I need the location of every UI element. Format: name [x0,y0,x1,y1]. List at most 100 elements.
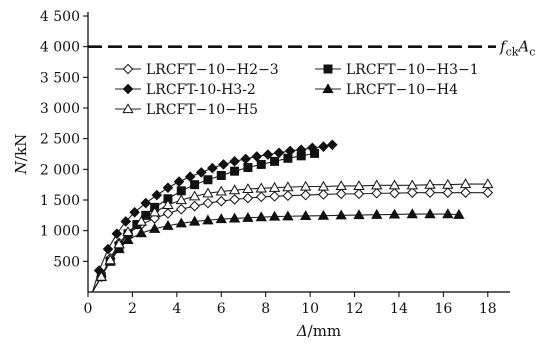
data-point [307,142,318,154]
data-point [406,208,418,219]
data-point [162,182,174,194]
data-point [255,182,267,193]
data-point [371,208,383,219]
data-point [228,212,241,223]
data-point [282,181,294,192]
data-point [300,189,311,201]
data-point [242,183,254,194]
data-point [284,145,296,157]
data-point [273,147,285,159]
legend-item: LRCFT−10−H5 [115,102,258,118]
data-point [173,176,185,187]
data-point [388,208,401,219]
legend-label: LRCFT-10-H3-2 [146,82,256,98]
data-point [318,141,329,152]
data-point [122,234,134,244]
data-point [228,184,241,195]
data-point [162,199,174,210]
series-3 [91,139,338,293]
data-point [135,215,147,226]
data-point [190,180,200,190]
data-point [317,180,330,191]
data-point [442,187,454,198]
y-tick-label: 500 [53,254,80,270]
legend-item: LRCFT−10−H3−1 [315,62,479,78]
data-point [327,139,338,151]
legend-label: LRCFT−10−H3−1 [346,62,479,78]
series-5 [91,178,494,293]
data-point [424,187,436,198]
legend-marker [323,64,333,74]
data-point [353,209,365,220]
data-point [270,156,280,166]
x-tick-label: 4 [172,301,181,317]
data-point [175,217,187,228]
data-point [240,153,252,165]
series-1 [91,187,494,293]
data-point [424,208,436,219]
data-point [482,187,494,198]
y-axis-title: N/kN [12,134,30,175]
y-tick-label: 1 500 [40,193,80,209]
data-point [135,227,147,238]
data-point [215,185,227,196]
data-point [120,216,132,227]
data-point [122,226,134,236]
data-point [262,149,274,160]
data-point [389,187,400,199]
ref-label-f: f [499,38,508,56]
y-tick-label: 4 500 [40,9,80,25]
data-point [162,208,174,219]
data-point [102,243,114,255]
data-point [442,178,454,189]
data-point [460,187,471,198]
ref-label-a: A [516,38,529,56]
data-point [148,223,161,233]
legend-marker [122,63,134,75]
x-tick-label: 16 [434,301,452,317]
legend-item: LRCFT−10−H4 [315,82,458,98]
data-point [195,167,207,178]
data-point [175,203,187,215]
reference-line-label: fckAc [499,38,535,59]
x-tick-label: 12 [346,301,364,317]
data-point [229,156,240,167]
legend-marker [122,83,134,95]
data-point [215,195,227,207]
y-tick-label: 2 000 [40,162,80,178]
data-point [242,192,254,204]
data-point [230,166,240,176]
x-tick-label: 10 [301,301,319,317]
legend-item: LRCFT-10-H3-2 [115,82,256,98]
data-point [162,219,174,230]
legend: LRCFT−10−H2−3 LRCFT−10−H3−1 LRCFT-10-H3-2 L… [115,62,479,118]
data-point [188,190,201,201]
x-tick-label: 14 [390,301,408,317]
series-4 [91,208,465,293]
data-point [95,270,107,281]
legend-marker [322,83,334,94]
data-point [256,159,266,169]
y-tick-label: 3 000 [40,101,80,117]
data-point [282,210,294,221]
data-point [459,178,472,189]
y-tick-label: 2 500 [40,132,80,148]
data-point [371,187,383,199]
data-point [353,180,365,190]
data-point [113,238,125,249]
series-group [91,139,494,293]
ref-label-c: c [529,46,535,59]
data-point [148,206,161,217]
data-point [335,188,347,200]
data-point [371,179,383,190]
data-point [151,189,163,201]
data-point [202,187,214,198]
data-point [317,209,330,220]
y-tick-label: 1 000 [40,224,80,240]
series-line [91,183,488,293]
x-axis-unit: /mm [308,322,342,340]
data-point [229,194,240,205]
data-point [300,180,312,191]
data-point [335,209,347,220]
data-point [188,215,201,226]
